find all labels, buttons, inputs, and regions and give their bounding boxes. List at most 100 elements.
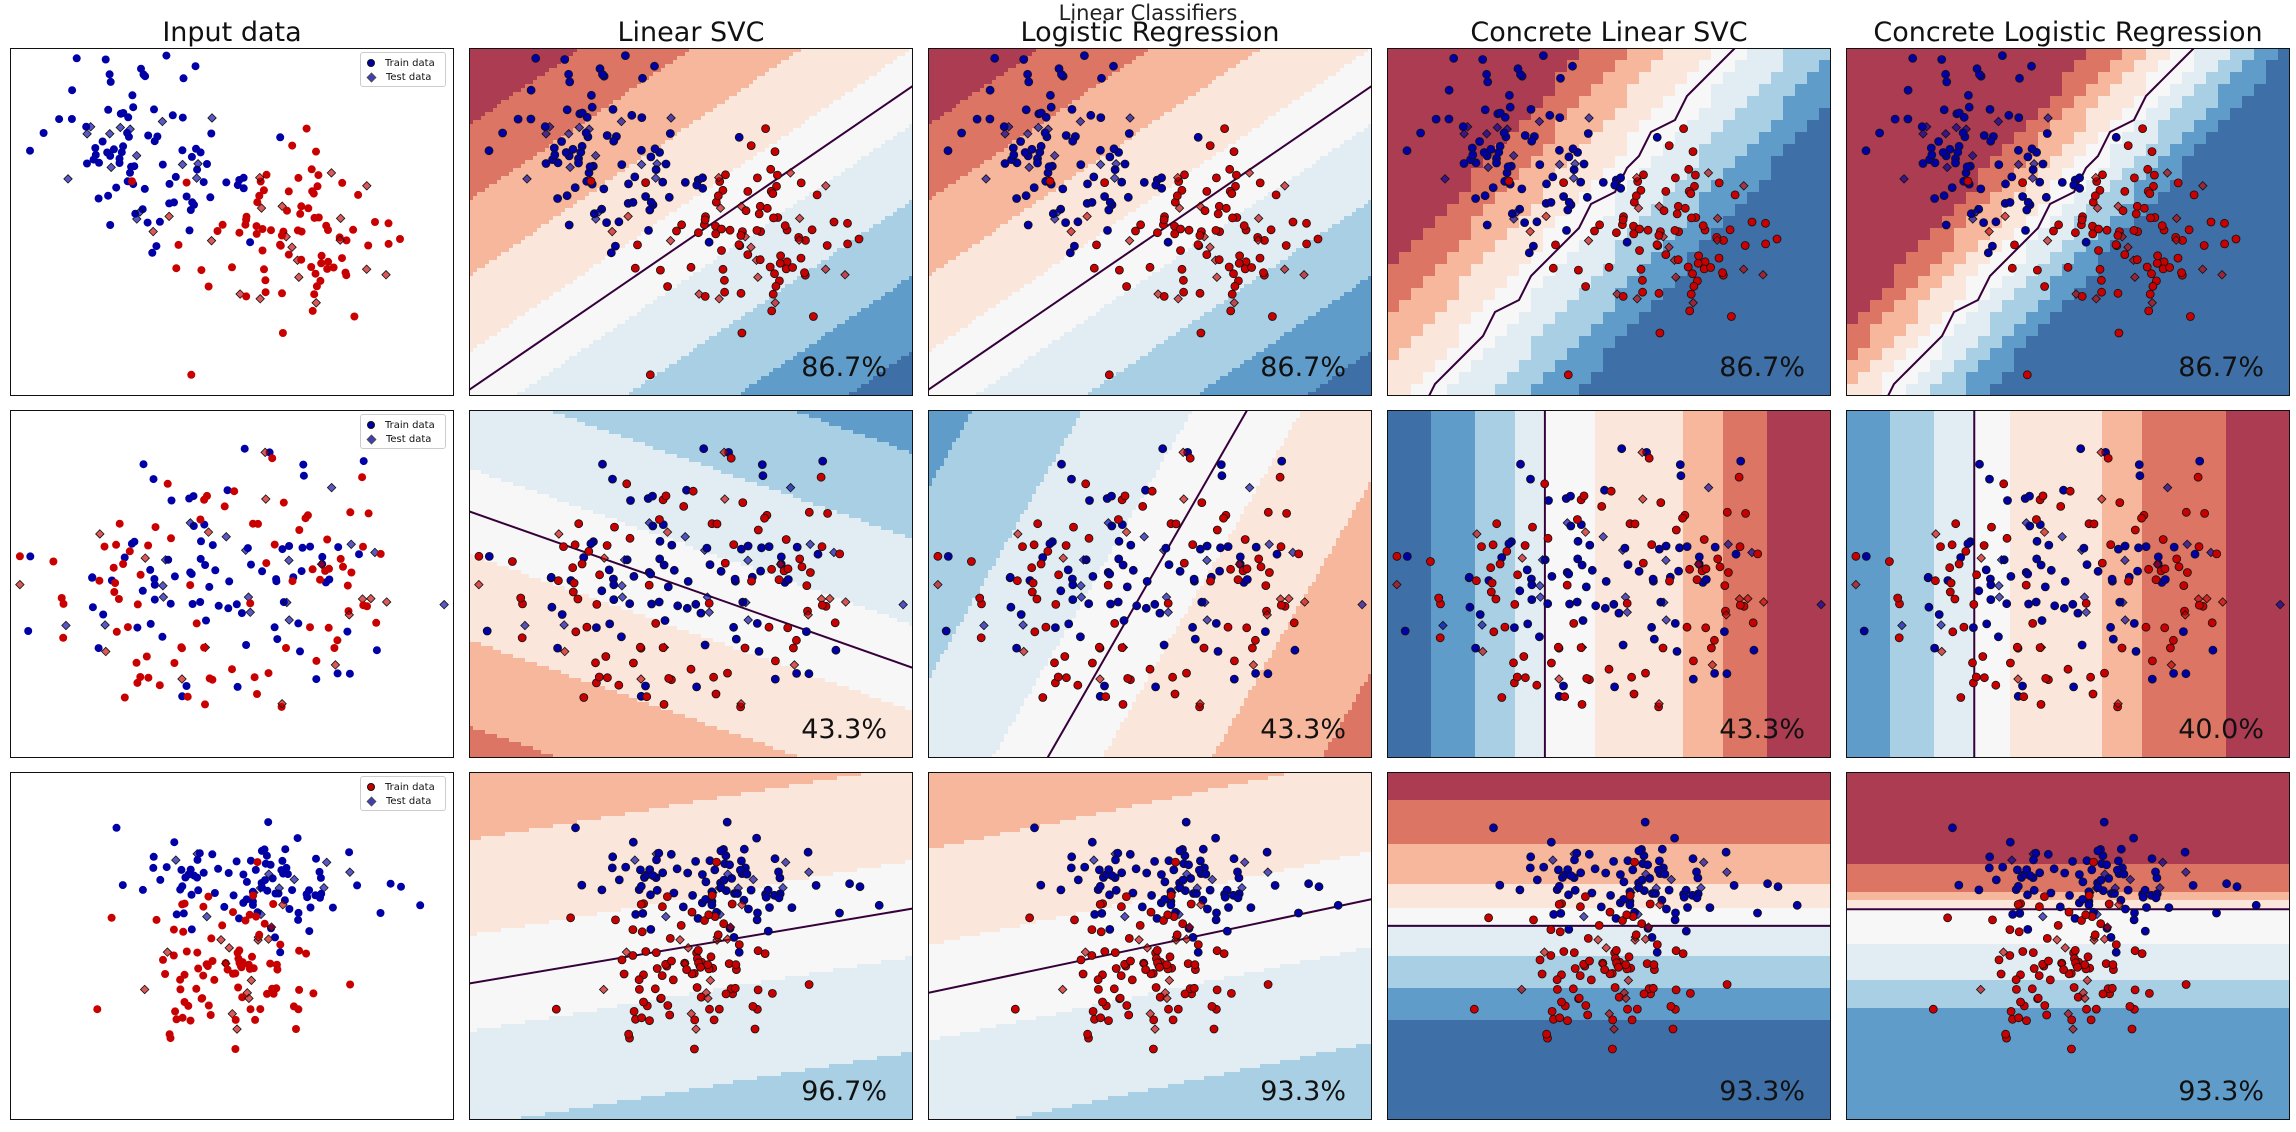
- contour-cell: [509, 144, 514, 149]
- contour-cell: [485, 64, 490, 69]
- train-point: [116, 159, 124, 167]
- contour-cell: [541, 152, 546, 157]
- contour-cell: [681, 336, 686, 341]
- contour-cell: [605, 52, 610, 57]
- contour-cell: [537, 104, 542, 109]
- contour-cell: [637, 196, 642, 201]
- contour-cell: [493, 120, 498, 125]
- contour-cell: [673, 268, 678, 273]
- contour-cell: [493, 224, 498, 229]
- contour-cell: [661, 76, 666, 81]
- contour-cell: [653, 324, 658, 329]
- contour-cell: [537, 360, 542, 365]
- contour-cell: [557, 296, 562, 301]
- contour-cell: [557, 216, 562, 221]
- contour-cell: [493, 112, 498, 117]
- contour-cell: [489, 224, 494, 229]
- contour-cell: [625, 260, 630, 265]
- contour-cell: [601, 176, 606, 181]
- contour-cell: [533, 188, 538, 193]
- train-point: [297, 202, 305, 210]
- train-point: [259, 247, 267, 255]
- train-point: [228, 263, 236, 271]
- train-point: [240, 184, 248, 192]
- contour-cell: [469, 324, 474, 329]
- contour-cell: [609, 276, 614, 281]
- contour-cell: [657, 368, 662, 373]
- contour-cell: [685, 188, 690, 193]
- contour-cell: [509, 284, 514, 289]
- contour-cell: [549, 388, 554, 393]
- contour-cell: [473, 296, 478, 301]
- contour-cell: [541, 348, 546, 353]
- contour-cell: [497, 88, 502, 93]
- contour-cell: [565, 376, 570, 381]
- contour-cell: [597, 120, 602, 125]
- contour-cell: [525, 308, 530, 313]
- contour-cell: [665, 172, 670, 177]
- contour-cell: [681, 320, 686, 325]
- contour-cell: [497, 192, 502, 197]
- contour-cell: [497, 156, 502, 161]
- contour-cell: [677, 308, 682, 313]
- contour-cell: [533, 144, 538, 149]
- contour-cell: [529, 156, 534, 161]
- contour-cell: [581, 356, 586, 361]
- contour-cell: [589, 48, 594, 53]
- contour-cell: [645, 328, 650, 333]
- contour-cell: [489, 108, 494, 113]
- contour-cell: [505, 320, 510, 325]
- contour-cell: [529, 164, 534, 169]
- train-point: [152, 242, 160, 250]
- contour-cell: [485, 328, 490, 333]
- contour-cell: [661, 276, 666, 281]
- contour-cell: [501, 144, 506, 149]
- contour-cell: [661, 240, 666, 245]
- contour-cell: [589, 316, 594, 321]
- contour-cell: [685, 136, 690, 141]
- contour-cell: [661, 340, 666, 345]
- contour-cell: [637, 108, 642, 113]
- contour-cell: [581, 372, 586, 377]
- contour-cell: [473, 224, 478, 229]
- contour-cell: [489, 128, 494, 133]
- contour-cell: [505, 216, 510, 221]
- contour-cell: [493, 216, 498, 221]
- contour-cell: [485, 356, 490, 361]
- contour-cell: [617, 72, 622, 77]
- contour-cell: [649, 84, 654, 89]
- contour-cell: [625, 148, 630, 153]
- train-point: [144, 219, 152, 227]
- contour-cell: [553, 384, 558, 389]
- contour-cell: [681, 68, 686, 73]
- contour-cell: [593, 352, 598, 357]
- contour-cell: [469, 300, 474, 305]
- contour-cell: [557, 92, 562, 97]
- contour-cell: [617, 340, 622, 345]
- contour-cell: [677, 316, 682, 321]
- contour-cell: [573, 172, 578, 177]
- contour-cell: [485, 96, 490, 101]
- contour-cell: [493, 80, 498, 85]
- contour-cell: [617, 96, 622, 101]
- contour-cell: [541, 332, 546, 337]
- contour-cell: [629, 124, 634, 129]
- contour-cell: [585, 248, 590, 253]
- contour-cell: [497, 284, 502, 289]
- contour-cell: [505, 228, 510, 233]
- contour-cell: [649, 388, 654, 393]
- contour-cell: [485, 264, 490, 269]
- contour-cell: [553, 260, 558, 265]
- contour-cell: [581, 340, 586, 345]
- contour-cell: [665, 384, 670, 389]
- contour-cell: [497, 212, 502, 217]
- contour-cell: [493, 360, 498, 365]
- contour-cell: [545, 352, 550, 357]
- contour-cell: [593, 332, 598, 337]
- contour-cell: [677, 128, 682, 133]
- contour-cell: [669, 392, 674, 396]
- train-point: [297, 256, 305, 264]
- contour-cell: [685, 336, 690, 341]
- contour-cell: [545, 380, 550, 385]
- contour-cell: [481, 156, 486, 161]
